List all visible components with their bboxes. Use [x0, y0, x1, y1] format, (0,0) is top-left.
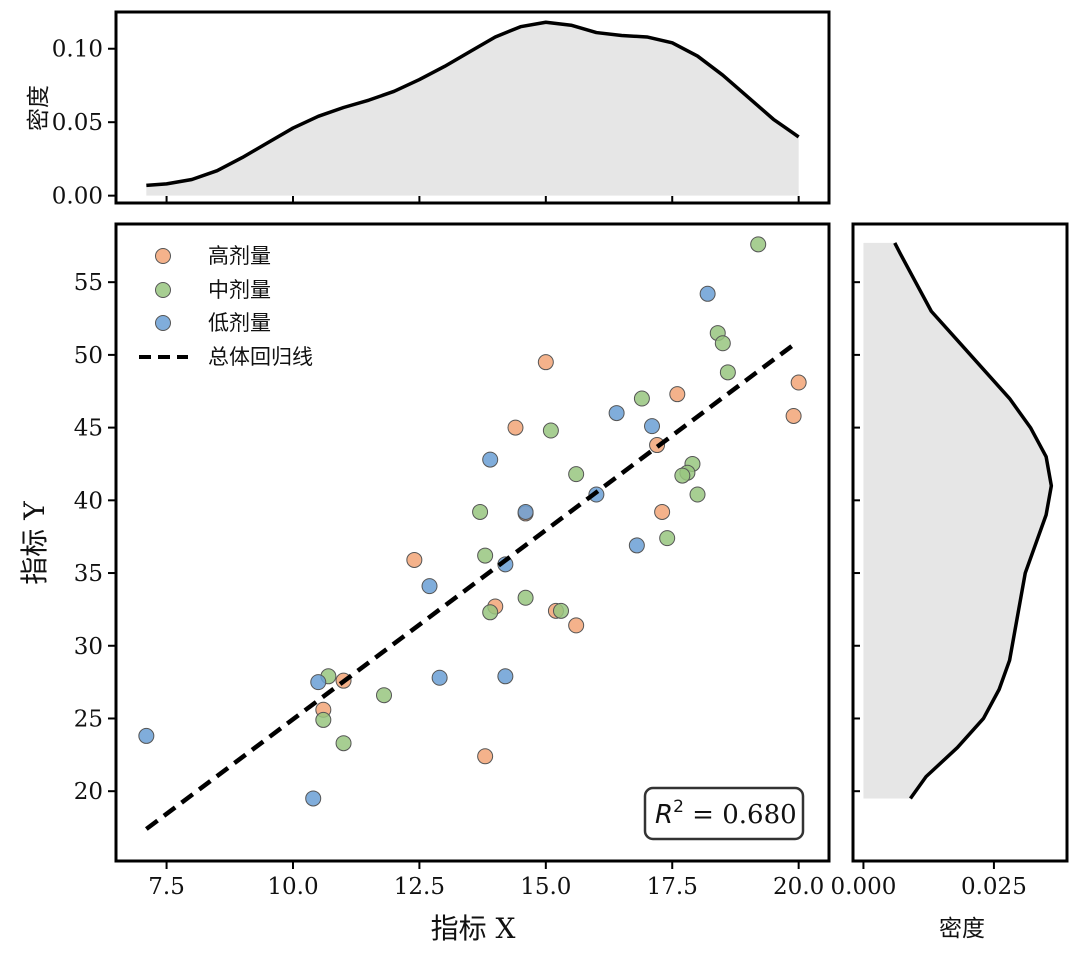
main-y-ticks: 20 25 30 35 40 45 50 55: [74, 270, 116, 805]
regression-line-layer: [144, 342, 795, 831]
top-y-ticks: 0.00 0.05 0.10: [52, 37, 116, 210]
scatter-point-mid-dose: [633, 390, 650, 407]
r-squared-annotation: R2 = 0.680: [643, 786, 805, 841]
main-y-axis-label: 指标 Y: [18, 501, 51, 585]
scatter-point-mid-dose: [674, 467, 691, 484]
top-y-tick-label: 0.10: [52, 37, 103, 63]
scatter-point-low-dose: [310, 674, 327, 691]
main-y-tick-label: 20: [74, 779, 103, 805]
scatter-point-high-dose: [669, 386, 686, 403]
scatter-point-low-dose: [608, 405, 625, 422]
main-x-tick-label: 20.0: [773, 874, 824, 900]
scatter-point-high-dose: [537, 354, 554, 371]
right-y-ticks: [853, 281, 860, 793]
scatter-point-mid-dose: [477, 547, 494, 564]
main-y-tick-label: 30: [74, 634, 103, 660]
scatter-point-mid-dose: [542, 422, 559, 439]
scatter-point-low-dose: [517, 503, 534, 520]
scatter-point-high-dose: [785, 407, 802, 424]
main-y-tick-label: 25: [74, 706, 103, 732]
legend-label-mid-dose: 中剂量: [208, 278, 271, 302]
main-x-tick-label: 15.0: [520, 874, 571, 900]
scatter-point-mid-dose: [714, 335, 731, 352]
right-marginal-panel: 0.000 0.025 密度: [831, 222, 1069, 942]
top-y-tick-label: 0.05: [52, 110, 103, 136]
r-squared-value: = 0.680: [684, 800, 797, 830]
r-squared-symbol: R: [655, 800, 673, 830]
scatter-point-high-dose: [477, 748, 494, 765]
scatter-point-high-dose: [507, 419, 524, 436]
scatter-point-mid-dose: [482, 604, 499, 621]
scatter-point-mid-dose: [552, 602, 569, 619]
scatter-point-low-dose: [482, 451, 499, 468]
scatter-point-mid-dose: [659, 530, 676, 547]
scatter-point-low-dose: [628, 537, 645, 554]
scatter-point-low-dose: [699, 285, 716, 302]
scatter-point-low-dose: [644, 418, 661, 435]
regression-line: [144, 342, 795, 831]
top-x-ticks: [165, 196, 800, 203]
main-y-tick-label: 35: [74, 561, 103, 587]
main-x-ticks: 7.5 10.0 12.5 15.0 17.5 20.0: [148, 861, 824, 900]
main-y-tick-label: 45: [74, 416, 103, 442]
top-y-axis-label: 密度: [26, 85, 52, 131]
right-density-fill: [863, 242, 1052, 799]
right-density-fill-layer: [863, 242, 1054, 800]
top-density-fill: [146, 22, 799, 196]
main-x-tick-label: 10.0: [267, 874, 318, 900]
scatter-point-low-dose: [431, 669, 448, 686]
scatter-point-high-dose: [654, 503, 671, 520]
right-x-tick-label: 0.000: [831, 874, 897, 900]
right-x-axis-label: 密度: [939, 916, 985, 942]
legend-label-regression: 总体回归线: [208, 345, 313, 369]
scatter-point-high-dose: [568, 617, 585, 634]
scatter-point-mid-dose: [335, 735, 352, 752]
scatter-point-mid-dose: [719, 364, 736, 381]
main-y-tick-label: 55: [74, 270, 103, 296]
scatter-point-high-dose: [406, 551, 423, 568]
main-y-tick-label: 50: [74, 343, 103, 369]
scatter-point-mid-dose: [689, 486, 706, 503]
r-squared-superscript: 2: [673, 797, 684, 817]
right-density-curve: [893, 242, 1054, 800]
scatter-point-low-dose: [138, 727, 155, 744]
top-density-fill-layer: [146, 20, 800, 196]
main-panel-frame: [114, 222, 831, 863]
scatter-point-low-dose: [421, 578, 438, 595]
right-x-ticks: 0.000 0.025: [831, 861, 1027, 900]
r-squared-text: R2 = 0.680: [655, 797, 797, 830]
top-density-curve: [146, 20, 800, 188]
r-squared-box: [643, 786, 805, 841]
legend-marker-high-dose: [155, 248, 171, 264]
scatter-point-high-dose: [790, 374, 807, 391]
right-x-tick-label: 0.025: [961, 874, 1027, 900]
main-x-tick-label: 7.5: [148, 874, 185, 900]
main-scatter-panel: 7.5 10.0 12.5 15.0 17.5 20.0 20 25 30 35 40 45 50 55…: [18, 222, 831, 945]
scatter-point-mid-dose: [517, 589, 534, 606]
scatter-point-low-dose: [497, 668, 514, 685]
scatter-point-mid-dose: [472, 503, 489, 520]
top-marginal-panel: 0.00 0.05 0.10 密度: [26, 10, 831, 210]
right-panel-frame: [851, 222, 1069, 863]
main-y-tick-label: 40: [74, 488, 103, 514]
main-x-tick-label: 12.5: [394, 874, 445, 900]
legend-marker-mid-dose: [155, 282, 171, 298]
legend-label-low-dose: 低剂量: [208, 311, 271, 335]
scatter-point-mid-dose: [376, 687, 393, 704]
legend-marker-low-dose: [155, 315, 171, 331]
legend-label-high-dose: 高剂量: [208, 244, 271, 268]
top-panel-frame: [114, 10, 831, 205]
scatter-point-low-dose: [305, 790, 322, 807]
legend: 高剂量 中剂量 低剂量 总体回归线: [139, 244, 313, 369]
scatter-point-mid-dose: [315, 711, 332, 728]
main-x-tick-label: 17.5: [647, 874, 698, 900]
scatter-point-mid-dose: [568, 466, 585, 483]
scatter-point-mid-dose: [750, 236, 767, 253]
main-x-axis-label: 指标 X: [431, 912, 516, 945]
top-y-tick-label: 0.00: [52, 184, 103, 210]
